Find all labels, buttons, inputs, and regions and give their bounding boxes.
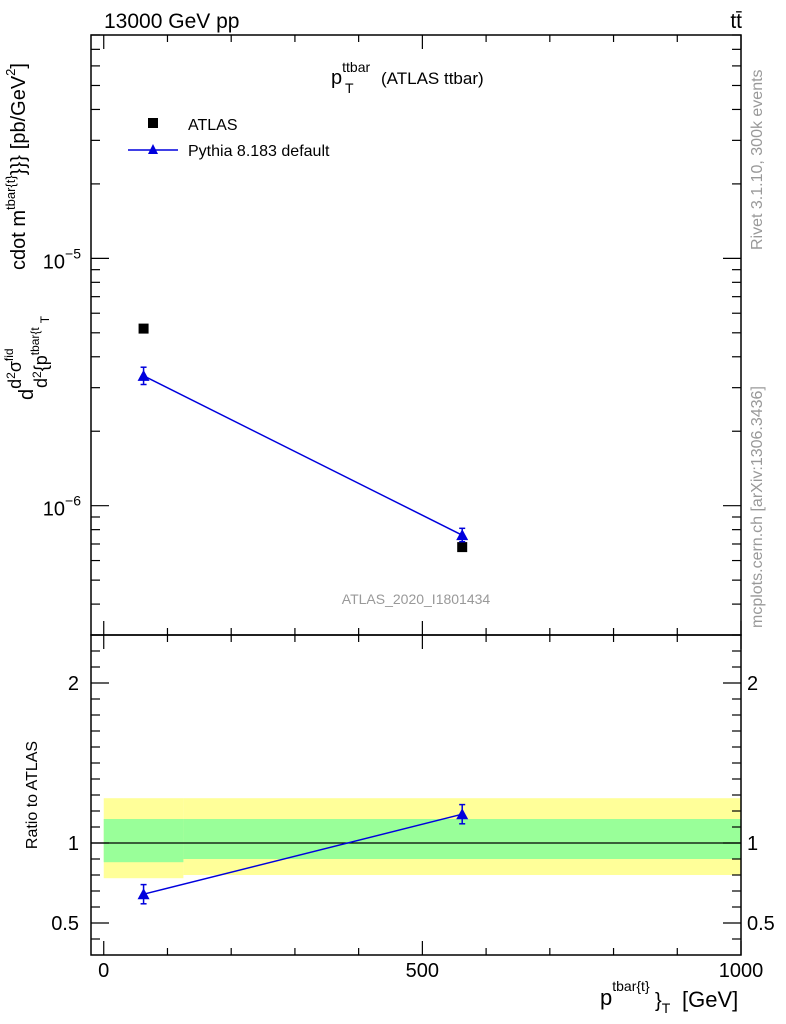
ylabel-prefix: d	[16, 389, 38, 400]
ratio-marks	[137, 803, 469, 905]
title-base: p	[331, 67, 342, 89]
xtick-label: 1000	[719, 960, 764, 982]
legend: ATLAS Pythia 8.183 default	[128, 117, 330, 160]
ratio-ylabel: Ratio to ATLAS	[24, 741, 41, 849]
legend-mc-marker	[148, 144, 158, 154]
process-label: tt̄	[730, 10, 742, 33]
analysis-label: ATLAS_2020_I1801434	[342, 591, 491, 607]
ylabel-cdot: cdot m	[8, 210, 30, 270]
ytick-1e-5-base: 10	[43, 251, 65, 273]
ytick-1e-6-exp: −6	[65, 493, 81, 509]
rivet-label: Rivet 3.1.10, 300k events	[749, 69, 766, 250]
legend-atlas-marker	[148, 118, 158, 128]
atlas-point	[138, 323, 149, 334]
ylabel-sigma: σ	[5, 361, 25, 372]
ratio-ytick-label-right: 2	[747, 673, 758, 695]
ylabel-num: d	[5, 379, 25, 389]
ratio-ytick-label-left: 1	[68, 833, 79, 855]
main-panel: pttbar T (ATLAS ttbar) ATLAS Pythia 8.183 …	[2, 34, 742, 636]
ratio-frame	[90, 634, 742, 956]
legend-mc-label: Pythia 8.183 default	[188, 143, 330, 160]
xlabel: ptbar{t}}T [GeV]	[600, 978, 738, 1016]
pythia-line	[143, 375, 463, 536]
xlabel-units: [GeV]	[682, 987, 738, 1012]
ylabel-units-close: ]	[8, 63, 30, 69]
ratio-ytick-label-right: 1	[747, 833, 758, 855]
ytick-label-1e-5: 10−5	[43, 245, 81, 273]
main-ylabel: dd2σfidd2{ptbar{tTcdot mtbar{t}}}}[pb/Ge…	[2, 63, 52, 400]
title-sup: ttbar	[342, 59, 370, 75]
ylabel-den-sup2: tbar{t	[28, 327, 42, 356]
title-sub: T	[345, 80, 354, 96]
title-rest: (ATLAS ttbar)	[381, 69, 484, 88]
xtick-label: 0	[98, 960, 109, 982]
mcplots-label: mcplots.cern.ch [arXiv:1306.3436]	[749, 386, 766, 628]
ylabel-num-sup: 2	[4, 372, 18, 379]
ratio-pythia-point	[137, 888, 150, 900]
ytick-1e-5-exp: −5	[65, 245, 81, 261]
xtick-label: 500	[406, 960, 439, 982]
ylabel-den-sup: 2	[30, 371, 44, 378]
ratio-ytick-label-left: 2	[68, 673, 79, 695]
pythia-point	[456, 529, 469, 541]
ylabel-units: [pb/GeV	[8, 75, 30, 149]
ratio-panel: Ratio to ATLAS 0.5 0.5 1 1 2 2 0 500 1000 ptbar{…	[24, 634, 775, 1016]
plot-title: pttbar T (ATLAS ttbar)	[331, 59, 484, 96]
xlabel-base: p	[600, 985, 612, 1010]
ylabel-den: d	[31, 378, 51, 388]
ratio-pythia-point	[456, 808, 469, 820]
ylabel-den-brace: {p	[31, 355, 51, 371]
ratio-ytick-label-right: 0.5	[747, 913, 775, 935]
ytick-label-1e-6: 10−6	[43, 493, 81, 521]
ratio-pythia-line	[143, 813, 463, 895]
xlabel-brace: }	[655, 990, 662, 1012]
ylabel-suffix-sup: tbar{t}	[3, 175, 18, 210]
ratio-band-inner	[103, 819, 184, 863]
ylabel-suffix-close: }}}	[8, 155, 30, 175]
main-marks	[137, 323, 469, 553]
legend-atlas-label: ATLAS	[188, 117, 238, 134]
pythia-point	[137, 369, 150, 381]
ylabel-units-sup: 2	[3, 69, 18, 76]
xlabel-sup: tbar{t}	[612, 978, 650, 994]
ratio-bands	[91, 798, 741, 879]
ratio-ytick-label-left: 0.5	[51, 913, 79, 935]
ratio-ticklabels: 0.5 0.5 1 1 2 2 0 500 1000	[51, 673, 775, 982]
xlabel-sub: T	[662, 1000, 671, 1016]
ratio-ticks	[91, 635, 742, 955]
ytick-1e-6-base: 10	[43, 499, 65, 521]
ylabel-num-sup2: fid	[2, 348, 16, 361]
ylabel-sub-t: T	[38, 315, 52, 323]
energy-label: 13000 GeV pp	[104, 10, 239, 33]
atlas-point	[457, 542, 468, 553]
ratio-band-inner	[183, 819, 741, 859]
